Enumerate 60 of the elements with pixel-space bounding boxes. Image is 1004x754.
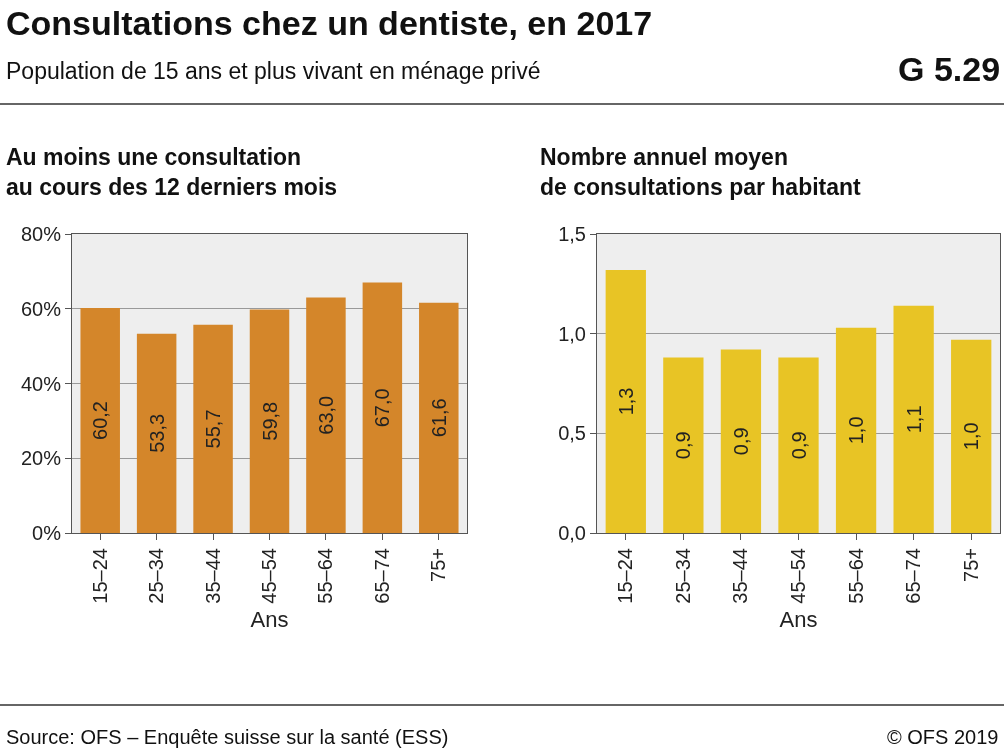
data-label: 0,9 <box>672 431 695 460</box>
bar <box>835 327 877 533</box>
y-tick-label: 20% <box>20 447 62 470</box>
bar <box>720 349 762 533</box>
data-label: 1,1 <box>902 405 925 434</box>
bar <box>419 302 459 533</box>
bar <box>605 269 646 533</box>
bar <box>80 308 120 533</box>
y-tick-label: 1,5 <box>558 223 586 245</box>
y-tick-label: 0% <box>32 522 62 544</box>
x-tick-label: 65–74 <box>370 548 393 604</box>
text: Consultations chez un dentiste, en 2017 <box>6 4 653 42</box>
x-tick-label: 15–24 <box>88 548 111 604</box>
data-label: 1,3 <box>614 387 637 416</box>
x-tick-label: 25–34 <box>671 548 694 604</box>
x-tick-label: 65–74 <box>902 548 925 604</box>
bar <box>663 357 704 533</box>
data-label: 67,0 <box>371 388 394 428</box>
y-tick-label: 0,0 <box>558 522 586 544</box>
data-label: 1,0 <box>960 422 983 451</box>
data-label: 53,3 <box>145 413 168 453</box>
x-tick-label: 15–24 <box>614 548 637 604</box>
bar <box>778 357 819 533</box>
data-label: 0,9 <box>729 427 752 456</box>
x-tick-label: 35–44 <box>729 548 752 604</box>
bar <box>951 339 992 533</box>
x-tick-label: 35–44 <box>201 548 224 604</box>
data-label: 61,6 <box>427 398 450 438</box>
data-label: 59,8 <box>258 401 281 441</box>
text: © OFS 2019 <box>887 726 999 748</box>
chart-title: Au moins une consultation au cours des 12 derniers mois <box>6 144 338 200</box>
x-tick-label: 45–54 <box>787 548 809 604</box>
y-tick-label: 80% <box>20 223 62 245</box>
y-tick-label: 40% <box>20 372 62 395</box>
x-tick-label: 25–34 <box>145 548 168 604</box>
x-axis-title: Ans <box>250 606 289 632</box>
bar <box>362 282 403 533</box>
x-tick-label: 75+ <box>959 548 982 582</box>
y-tick-label: 1,0 <box>558 322 586 345</box>
text: G 5.29 <box>898 50 1001 88</box>
chart-title: Nombre annuel moyen de consultations par habitant <box>540 144 862 200</box>
bar <box>193 324 233 533</box>
bar <box>306 297 346 533</box>
data-label: 60,2 <box>89 401 112 440</box>
bar <box>249 309 290 533</box>
x-tick-label: 45–54 <box>258 548 280 604</box>
text: Population de 15 ans et plus vivant en ménage privé <box>6 58 541 84</box>
data-label: 1,0 <box>845 416 868 445</box>
data-label: 55,7 <box>202 409 225 449</box>
x-tick-label: 55–64 <box>314 548 337 604</box>
bar <box>136 333 177 533</box>
source-note: Source: OFS – Enquête suisse sur la santé (ESS) <box>6 726 449 748</box>
x-axis-title: Ans <box>779 606 818 632</box>
bar <box>893 305 934 533</box>
x-tick-label: 55–64 <box>844 548 867 604</box>
data-label: 63,0 <box>314 395 337 435</box>
x-tick-label: 75+ <box>427 548 450 582</box>
y-tick-label: 60% <box>20 297 62 320</box>
data-label: 0,9 <box>787 431 810 460</box>
y-tick-label: 0,5 <box>558 422 586 445</box>
